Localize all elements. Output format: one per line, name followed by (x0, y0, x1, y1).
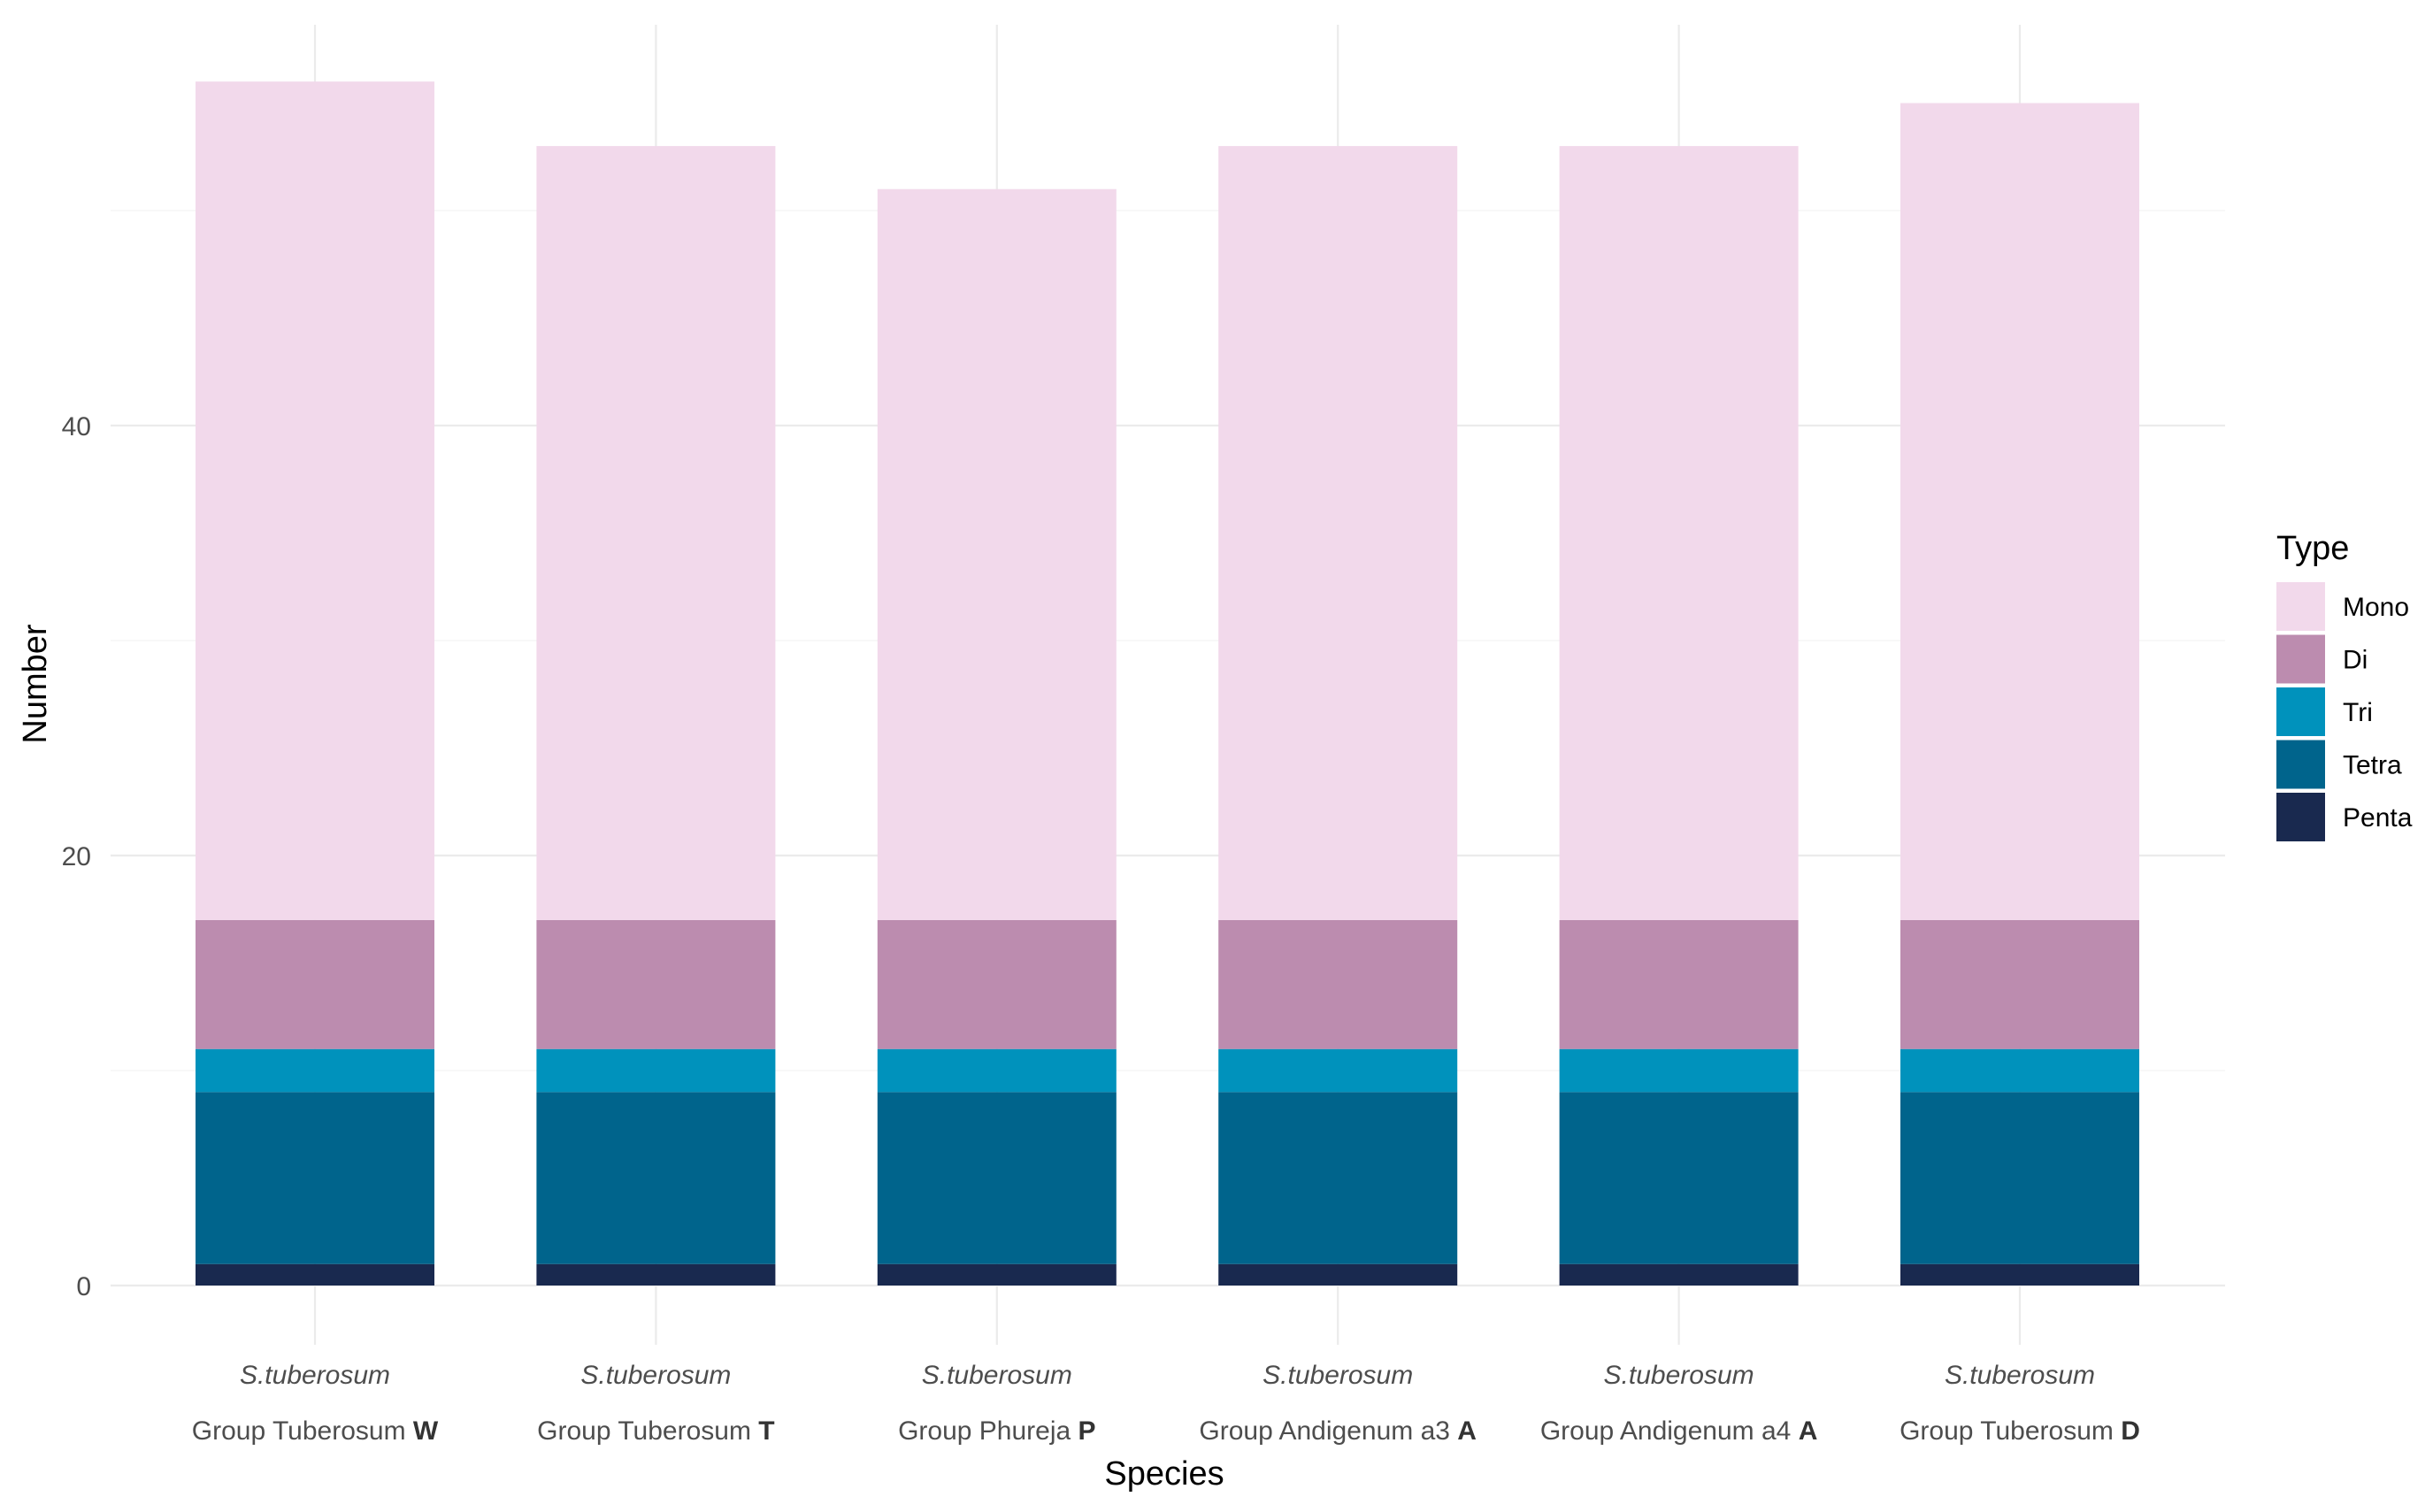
x-tick-species-label: S.tuberosum (240, 1361, 390, 1390)
bar-penta-1 (196, 1263, 434, 1286)
x-tick-species-label: S.tuberosum (1945, 1361, 2095, 1390)
legend-label-penta: Penta (2343, 803, 2413, 833)
x-tick-group-label: Group Andigenum a3 A (1199, 1416, 1477, 1446)
x-tick-group-name: Group Phureja (898, 1416, 1078, 1446)
bar-tri-3 (877, 1048, 1117, 1093)
legend-label-di: Di (2343, 646, 2368, 675)
bar-mono-2 (536, 146, 776, 920)
legend-swatch-tetra (2276, 740, 2325, 789)
x-tick-group-name: Group Tuberosum (192, 1416, 413, 1446)
bar-tri-4 (1218, 1048, 1458, 1093)
x-tick-group-label: Group Andigenum a4 A (1540, 1416, 1818, 1446)
x-axis-title: Species (1104, 1455, 1224, 1493)
x-tick-species-label: S.tuberosum (580, 1361, 731, 1390)
bar-tetra-4 (1218, 1092, 1458, 1264)
legend-swatch-mono (2276, 582, 2325, 631)
y-axis-title: Number (17, 624, 54, 743)
bar-tetra-1 (196, 1092, 434, 1264)
x-tick-group-code: A (1457, 1416, 1477, 1446)
bar-tri-1 (196, 1048, 434, 1093)
bar-penta-2 (536, 1263, 776, 1286)
y-tick-label: 0 (76, 1272, 91, 1301)
bar-tetra-3 (877, 1092, 1117, 1264)
y-tick-label: 40 (62, 412, 91, 441)
x-tick-group-label: Group Phureja P (898, 1416, 1095, 1446)
legend: Type Mono Di Tri Tetra Penta (2276, 530, 2413, 841)
x-tick-group-code: D (2121, 1416, 2140, 1446)
legend-items: Mono Di Tri Tetra Penta (2276, 582, 2413, 841)
x-tick-group-label: Group Tuberosum D (1900, 1416, 2140, 1446)
legend-swatch-tri (2276, 687, 2325, 736)
x-tick-group-name: Group Tuberosum (537, 1416, 758, 1446)
x-tick-species-label: S.tuberosum (922, 1361, 1072, 1390)
bar-tetra-6 (1900, 1092, 2139, 1264)
bar-mono-3 (877, 188, 1117, 920)
x-tick-group-label: Group Tuberosum T (537, 1416, 774, 1446)
legend-swatch-penta (2276, 793, 2325, 841)
legend-label-tri: Tri (2343, 698, 2373, 727)
x-tick-group-label: Group Tuberosum W (192, 1416, 439, 1446)
x-axis: S.tuberosum Group Tuberosum W S.tuberosum G… (192, 1361, 2140, 1446)
bar-mono-5 (1559, 146, 1799, 920)
x-tick-group-name: Group Tuberosum (1900, 1416, 2121, 1446)
x-tick-species-label: S.tuberosum (1263, 1361, 1413, 1390)
legend-label-mono: Mono (2343, 593, 2409, 622)
bar-penta-3 (877, 1263, 1117, 1286)
x-tick-group-code: P (1078, 1416, 1096, 1446)
x-tick-group-name: Group Andigenum a3 (1199, 1416, 1457, 1446)
legend-title: Type (2276, 530, 2349, 567)
y-tick-label: 20 (62, 842, 91, 871)
bar-mono-1 (196, 81, 434, 920)
bar-tri-5 (1559, 1048, 1799, 1093)
bar-penta-5 (1559, 1263, 1799, 1286)
legend-swatch-di (2276, 634, 2325, 684)
x-tick-group-code: T (758, 1416, 774, 1446)
bar-mono-6 (1900, 103, 2139, 920)
x-tick-group-code: W (413, 1416, 439, 1446)
bar-tetra-5 (1559, 1092, 1799, 1264)
bar-di-1 (196, 919, 434, 1049)
bar-di-4 (1218, 919, 1458, 1049)
bar-penta-4 (1218, 1263, 1458, 1286)
legend-label-tetra: Tetra (2343, 751, 2402, 780)
x-tick-species-label: S.tuberosum (1604, 1361, 1754, 1390)
x-tick-group-name: Group Andigenum a4 (1540, 1416, 1799, 1446)
bar-tri-6 (1900, 1048, 2139, 1093)
bars-layer (196, 81, 2139, 1286)
bar-tri-2 (536, 1048, 776, 1093)
bar-mono-4 (1218, 146, 1458, 920)
bar-tetra-2 (536, 1092, 776, 1264)
bar-penta-6 (1900, 1263, 2139, 1286)
y-axis: 0 20 40 (62, 412, 91, 1301)
bar-di-6 (1900, 919, 2139, 1049)
bar-di-5 (1559, 919, 1799, 1049)
x-tick-group-code: A (1799, 1416, 1818, 1446)
bar-di-3 (877, 919, 1117, 1049)
bar-di-2 (536, 919, 776, 1049)
